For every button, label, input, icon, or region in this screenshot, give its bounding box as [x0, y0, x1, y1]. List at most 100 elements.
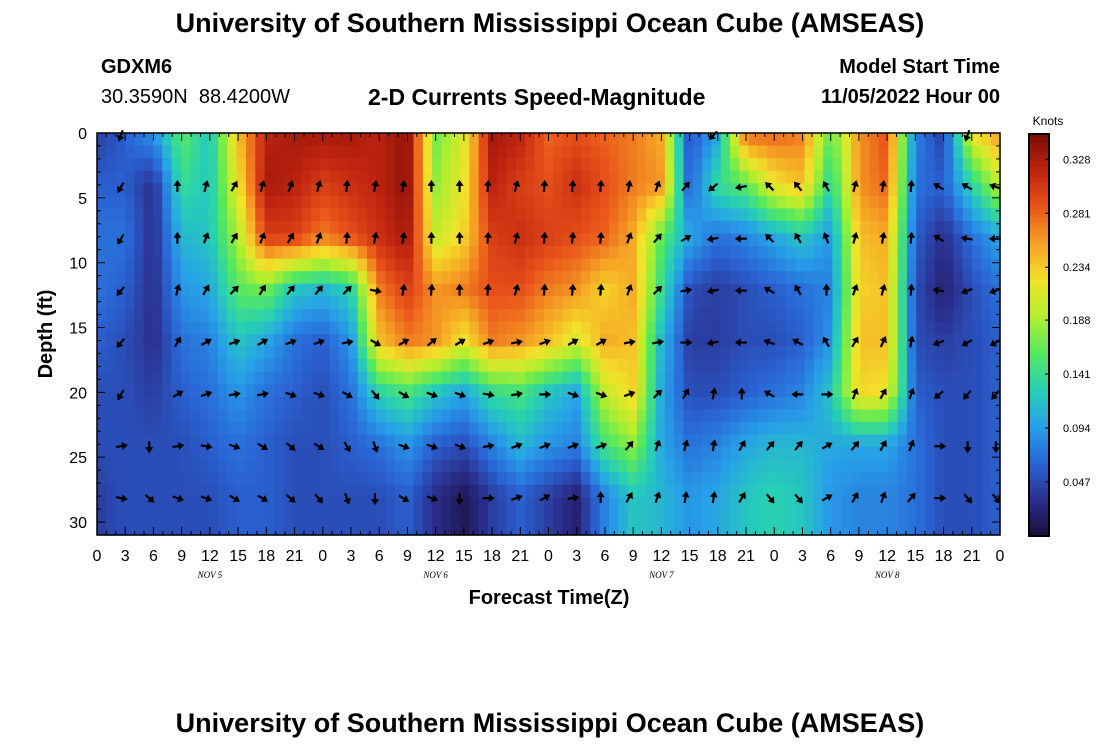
heat-cell: [823, 283, 834, 297]
heat-cell: [795, 409, 806, 423]
current-arrow: [228, 338, 241, 346]
heat-cell: [404, 283, 415, 297]
heat-cell: [460, 509, 470, 524]
heat-cell: [655, 447, 666, 461]
heat-cell: [813, 283, 824, 297]
current-arrow: [625, 284, 634, 296]
heat-cell: [627, 509, 638, 524]
heat-cell: [711, 359, 722, 373]
heat-cell: [832, 296, 843, 310]
heat-cell: [609, 183, 619, 197]
colorbar-segment: [1029, 202, 1049, 207]
heat-cell: [767, 296, 778, 310]
heat-cell: [962, 421, 973, 436]
heat-cell: [478, 321, 489, 335]
heat-cell: [348, 283, 359, 297]
heat-cell: [655, 170, 666, 184]
heat-cell: [273, 183, 284, 197]
heat-cell: [376, 158, 387, 172]
heat-cell: [878, 271, 889, 285]
heat-cell: [264, 133, 275, 147]
heat-cell: [311, 308, 322, 323]
current-arrow: [454, 442, 467, 451]
heat-cell: [218, 447, 228, 461]
heat-cell: [311, 183, 322, 197]
heat-cell: [609, 396, 619, 410]
heat-cell: [767, 409, 778, 423]
heat-cell: [180, 484, 191, 498]
heat-cell: [320, 522, 331, 536]
heat-cell: [348, 409, 359, 423]
heat-cell: [944, 421, 955, 436]
heat-cell: [152, 509, 163, 524]
heat-cell: [730, 233, 740, 247]
heat-cell: [832, 145, 843, 159]
heat-cell: [162, 246, 173, 260]
heat-cell: [283, 484, 294, 498]
heat-cell: [180, 258, 191, 272]
heat-cell: [571, 170, 582, 184]
heat-cell: [981, 497, 992, 511]
heat-cell: [180, 497, 191, 511]
heat-cell: [934, 183, 945, 197]
heat-cell: [888, 497, 899, 511]
heat-cell: [320, 447, 331, 461]
heat-cell: [124, 133, 135, 147]
heat-cell: [664, 384, 675, 398]
heat-cell: [366, 296, 377, 310]
heat-cell: [311, 145, 322, 159]
heat-cell: [525, 246, 536, 260]
heat-cell: [636, 296, 647, 310]
heat-cell: [832, 271, 843, 285]
heat-cell: [497, 359, 508, 373]
heat-cell: [692, 509, 703, 524]
heat-cell: [301, 409, 312, 423]
heat-cell: [739, 359, 750, 373]
heat-cell: [264, 384, 275, 398]
heat-cell: [385, 384, 396, 398]
current-arrow: [286, 180, 295, 192]
current-arrow: [228, 442, 241, 451]
heat-cell: [609, 409, 619, 423]
heat-cell: [152, 195, 163, 209]
heat-cell: [450, 233, 461, 247]
heat-cell: [990, 145, 1001, 159]
heat-cell: [655, 396, 666, 410]
heat-cell: [394, 308, 405, 323]
heat-cell: [487, 384, 498, 398]
heat-cell: [283, 133, 294, 147]
heat-cell: [720, 434, 731, 448]
colorbar-segment: [1029, 310, 1049, 316]
heat-cell: [767, 497, 778, 511]
x-tick-label: 0: [544, 548, 553, 565]
colorbar-segment: [1029, 391, 1049, 396]
heat-cell: [553, 346, 564, 360]
heat-cell: [581, 421, 591, 436]
heat-cell: [785, 421, 796, 436]
heat-cell: [813, 497, 824, 511]
heat-cell: [264, 434, 275, 448]
heat-cell: [767, 434, 778, 448]
heat-cell: [795, 321, 806, 335]
heat-cell: [636, 484, 647, 498]
heat-cell: [888, 396, 899, 410]
heat-cell: [720, 409, 731, 423]
heat-cell: [487, 459, 498, 473]
current-arrow: [989, 287, 1001, 295]
heat-cell: [311, 396, 322, 410]
heat-cell: [720, 195, 731, 209]
heat-cell: [190, 145, 201, 159]
heat-cell: [636, 396, 647, 410]
heat-cell: [841, 233, 852, 247]
current-arrow: [286, 232, 295, 244]
heat-cell: [348, 220, 359, 235]
heat-cell: [916, 170, 927, 184]
heat-cell: [981, 283, 992, 297]
heat-cell: [432, 359, 443, 373]
heat-cell: [944, 409, 955, 423]
heat-cell: [432, 421, 443, 436]
heat-cell: [460, 183, 470, 197]
heat-cell: [776, 195, 787, 209]
heat-cell: [711, 459, 722, 473]
heat-cell: [152, 359, 163, 373]
